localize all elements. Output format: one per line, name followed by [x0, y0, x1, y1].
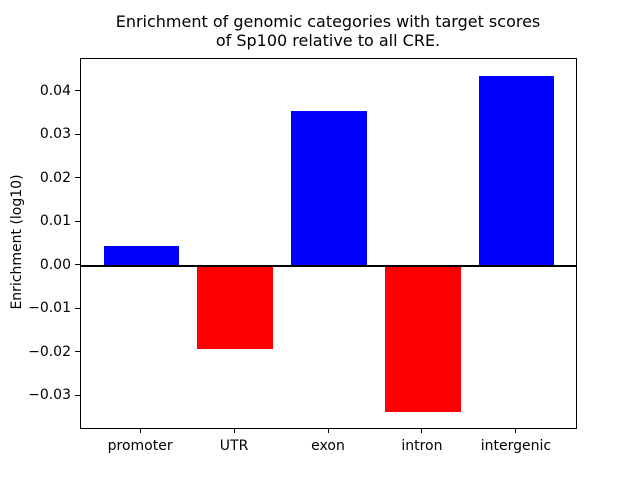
y-tick-mark	[75, 307, 80, 309]
y-tick-label: 0.04	[39, 82, 71, 99]
y-tick-mark	[75, 220, 80, 222]
y-axis-label: Enrichment (log10)	[9, 174, 25, 310]
y-tick-mark	[75, 133, 80, 135]
x-tick-label-intergenic: intergenic	[480, 438, 552, 454]
chart-title: Enrichment of genomic categories with ta…	[80, 12, 576, 50]
y-tick-label: −0.01	[28, 300, 71, 317]
chart-title-line2: of Sp100 relative to all CRE.	[215, 31, 441, 50]
y-tick-label: 0.00	[39, 256, 71, 273]
zero-line	[81, 264, 576, 267]
x-tick-label-UTR: UTR	[219, 438, 249, 454]
x-tick-mark	[515, 428, 517, 433]
x-tick-label-exon: exon	[311, 438, 345, 454]
plot-area	[80, 58, 577, 429]
y-tick-mark	[75, 90, 80, 92]
y-tick-mark	[75, 394, 80, 396]
y-tick-label: −0.03	[28, 387, 71, 404]
y-tick-mark	[75, 264, 80, 266]
y-tick-label: 0.01	[39, 213, 71, 230]
bar-UTR	[197, 265, 273, 350]
y-tick-mark	[75, 351, 80, 353]
y-tick-label: 0.02	[39, 169, 71, 186]
x-tick-mark	[139, 428, 141, 433]
bar-exon	[291, 111, 367, 266]
x-tick-label-intron: intron	[401, 438, 443, 454]
bar-intergenic	[479, 75, 555, 266]
chart-title-line1: Enrichment of genomic categories with ta…	[115, 12, 541, 31]
x-tick-mark	[327, 428, 329, 433]
x-tick-label-promoter: promoter	[107, 438, 173, 454]
x-tick-mark	[421, 428, 423, 433]
y-tick-label: −0.02	[28, 343, 71, 360]
x-tick-mark	[233, 428, 235, 433]
bar-intron	[385, 265, 461, 412]
y-tick-label: 0.03	[39, 126, 71, 143]
bar-promoter	[103, 245, 179, 266]
y-tick-mark	[75, 177, 80, 179]
